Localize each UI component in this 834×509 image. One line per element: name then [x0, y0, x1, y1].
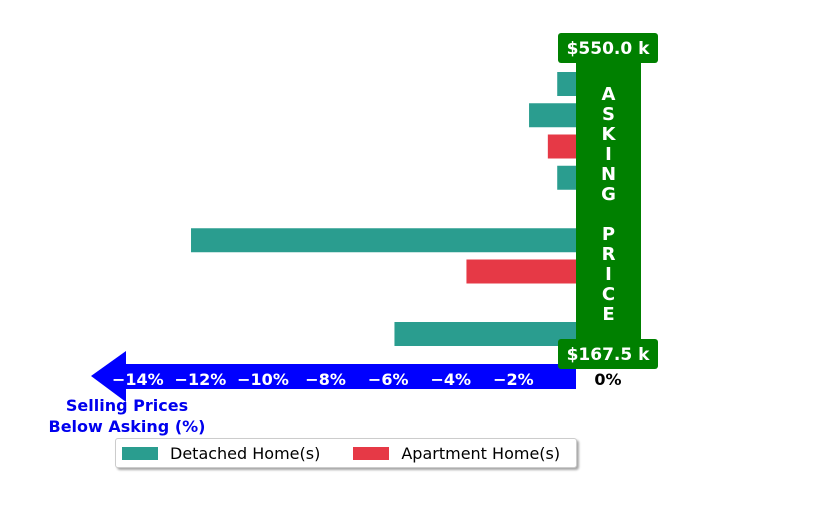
x-tick-label: −8%: [305, 370, 346, 389]
legend-swatch-detached: [122, 446, 158, 460]
x-tick-label: −14%: [112, 370, 164, 389]
asking-price-letter: I: [605, 264, 612, 285]
bar-detached-0: [557, 72, 576, 96]
asking-price-letter: C: [602, 284, 615, 305]
x-tick-label: 0%: [594, 370, 621, 389]
legend-item-detached: Detached Home(s): [122, 444, 320, 463]
legend-label-detached: Detached Home(s): [170, 443, 321, 463]
bar-detached-8: [394, 322, 576, 346]
top-price-label: $550.0 k: [567, 39, 651, 59]
asking-price-letter: E: [602, 304, 614, 325]
bar-apartment-6: [466, 259, 576, 284]
asking-price-letter: R: [602, 244, 616, 265]
x-tick-label: −4%: [431, 370, 472, 389]
bar-detached-3: [557, 165, 576, 190]
axis-arrow-layer: [91, 351, 576, 402]
asking-price-letter: G: [601, 184, 616, 205]
axis-title-line: Selling Prices: [66, 396, 188, 415]
x-tick-label: −6%: [368, 370, 409, 389]
x-tick-labels: −14% −12% −10% −8% −6% −4% −2% 0%: [112, 370, 622, 389]
x-tick-label: −2%: [493, 370, 534, 389]
bottom-price-label: $167.5 k: [567, 345, 651, 365]
asking-price-band: [576, 62, 641, 347]
x-tick-label: −12%: [175, 370, 227, 389]
asking-price-letter: S: [602, 104, 615, 125]
axis-title-line: Below Asking (%): [49, 417, 206, 436]
bars-layer: [191, 72, 611, 346]
asking-price-letter: K: [602, 124, 617, 145]
asking-price-letter: A: [602, 84, 616, 105]
asking-price-letter: P: [602, 224, 615, 245]
legend: Detached Home(s) Apartment Home(s): [115, 438, 577, 468]
bottom-price-label-box: [558, 339, 658, 369]
bar-apartment-2: [547, 134, 576, 159]
legend-label-apartment: Apartment Home(s): [401, 443, 561, 463]
legend-swatch-apartment: [353, 446, 390, 460]
bar-detached-1: [529, 103, 576, 128]
axis-title: Selling Prices Below Asking (%): [49, 396, 206, 436]
bar-detached-5: [191, 228, 576, 253]
asking-price-letter: I: [605, 144, 612, 165]
legend-item-apartment: Apartment Home(s): [353, 444, 560, 463]
top-price-label-box: [558, 33, 658, 63]
asking-price-letter: N: [601, 164, 616, 185]
x-tick-label: −10%: [237, 370, 289, 389]
axis-arrow: [91, 351, 576, 402]
